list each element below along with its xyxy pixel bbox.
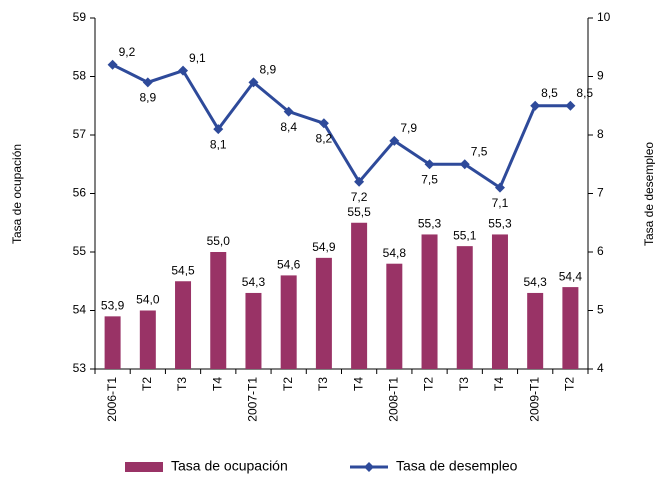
bar xyxy=(456,246,473,369)
line xyxy=(111,63,571,190)
x-tick-label: 2007-T1 xyxy=(246,377,260,422)
marker xyxy=(565,100,576,111)
bar xyxy=(280,275,297,369)
line-label: 7,1 xyxy=(492,196,509,210)
bar xyxy=(210,252,227,369)
bar xyxy=(351,222,368,369)
x-tick-label: T3 xyxy=(175,377,189,391)
line-label: 8,9 xyxy=(139,91,156,105)
y-axis-title: Tasa de ocupación xyxy=(10,144,24,244)
bar-label: 54,5 xyxy=(171,263,195,277)
line-label: 8,5 xyxy=(541,86,558,100)
y2-tick-label: 7 xyxy=(597,186,604,200)
bar xyxy=(527,292,544,369)
bar-label: 54,9 xyxy=(312,240,336,254)
y2-axis-title: Tasa de desempleo xyxy=(642,142,655,246)
y-tick-label: 59 xyxy=(73,10,87,24)
marker xyxy=(178,65,189,76)
marker xyxy=(389,135,400,146)
bar-label: 55,3 xyxy=(488,217,512,231)
bar-label: 53,9 xyxy=(101,299,125,313)
line-label: 8,9 xyxy=(259,63,276,77)
y2-tick-label: 8 xyxy=(597,127,604,141)
bar-label: 55,3 xyxy=(418,217,442,231)
line-label: 7,5 xyxy=(421,172,438,186)
legend-label: Tasa de desempleo xyxy=(396,458,518,474)
marker xyxy=(142,77,153,88)
x-tick-label: T3 xyxy=(316,377,330,391)
y-tick-label: 58 xyxy=(73,69,87,83)
x-tick-label: T4 xyxy=(351,377,365,391)
bar-label: 55,5 xyxy=(347,205,371,219)
bar xyxy=(562,287,579,369)
marker xyxy=(354,176,365,187)
marker xyxy=(424,159,435,170)
line-label: 8,4 xyxy=(280,120,297,134)
y-tick-label: 53 xyxy=(73,361,87,375)
marker xyxy=(494,182,505,193)
line-label: 8,5 xyxy=(576,86,593,100)
line-label: 8,1 xyxy=(210,137,227,151)
bar-label: 55,0 xyxy=(207,234,231,248)
y2-tick-label: 9 xyxy=(597,69,604,83)
x-tick-label: 2009-T1 xyxy=(527,377,541,422)
x-tick-label: T2 xyxy=(422,377,436,391)
y-tick-label: 54 xyxy=(73,303,87,317)
line-label: 7,5 xyxy=(471,144,488,158)
bar xyxy=(104,316,121,369)
bar xyxy=(421,234,438,369)
y2-tick-label: 4 xyxy=(597,361,604,375)
x-tick-label: T2 xyxy=(140,377,154,391)
x-tick-label: T4 xyxy=(210,377,224,391)
bar-label: 54,8 xyxy=(383,246,407,260)
marker xyxy=(213,124,224,135)
marker xyxy=(459,159,470,170)
legend-swatch xyxy=(364,462,374,472)
marker xyxy=(248,77,259,88)
x-tick-label: T2 xyxy=(563,377,577,391)
bar-label: 54,4 xyxy=(559,269,583,283)
x-tick-label: T2 xyxy=(281,377,295,391)
bar-label: 55,1 xyxy=(453,228,477,242)
y-tick-label: 57 xyxy=(73,127,87,141)
marker xyxy=(107,59,118,70)
y-tick-label: 55 xyxy=(73,244,87,258)
bar-label: 54,3 xyxy=(523,275,547,289)
line-label: 8,2 xyxy=(316,131,333,145)
x-tick-label: 2006-T1 xyxy=(105,377,119,422)
marker xyxy=(318,118,329,129)
line-label: 7,2 xyxy=(351,190,368,204)
bar-label: 54,0 xyxy=(136,293,160,307)
line-label: 9,2 xyxy=(119,45,136,59)
bar xyxy=(315,257,332,369)
bar xyxy=(245,292,262,369)
y2-tick-label: 6 xyxy=(597,244,604,258)
bar xyxy=(175,281,192,369)
bar-label: 54,6 xyxy=(277,258,301,272)
marker xyxy=(530,100,541,111)
legend-swatch xyxy=(125,462,163,472)
y2-tick-label: 5 xyxy=(597,303,604,317)
x-tick-label: 2008-T1 xyxy=(386,377,400,422)
bar xyxy=(386,263,403,369)
bar xyxy=(139,310,156,369)
line-label: 7,9 xyxy=(400,121,417,135)
y2-tick-label: 10 xyxy=(597,10,611,24)
legend-label: Tasa de ocupación xyxy=(171,458,288,474)
y-tick-label: 56 xyxy=(73,186,87,200)
x-tick-label: T4 xyxy=(492,377,506,391)
bar-label: 54,3 xyxy=(242,275,266,289)
marker xyxy=(283,106,294,117)
bar xyxy=(491,234,508,369)
line-label: 9,1 xyxy=(189,51,206,65)
x-tick-label: T3 xyxy=(457,377,471,391)
